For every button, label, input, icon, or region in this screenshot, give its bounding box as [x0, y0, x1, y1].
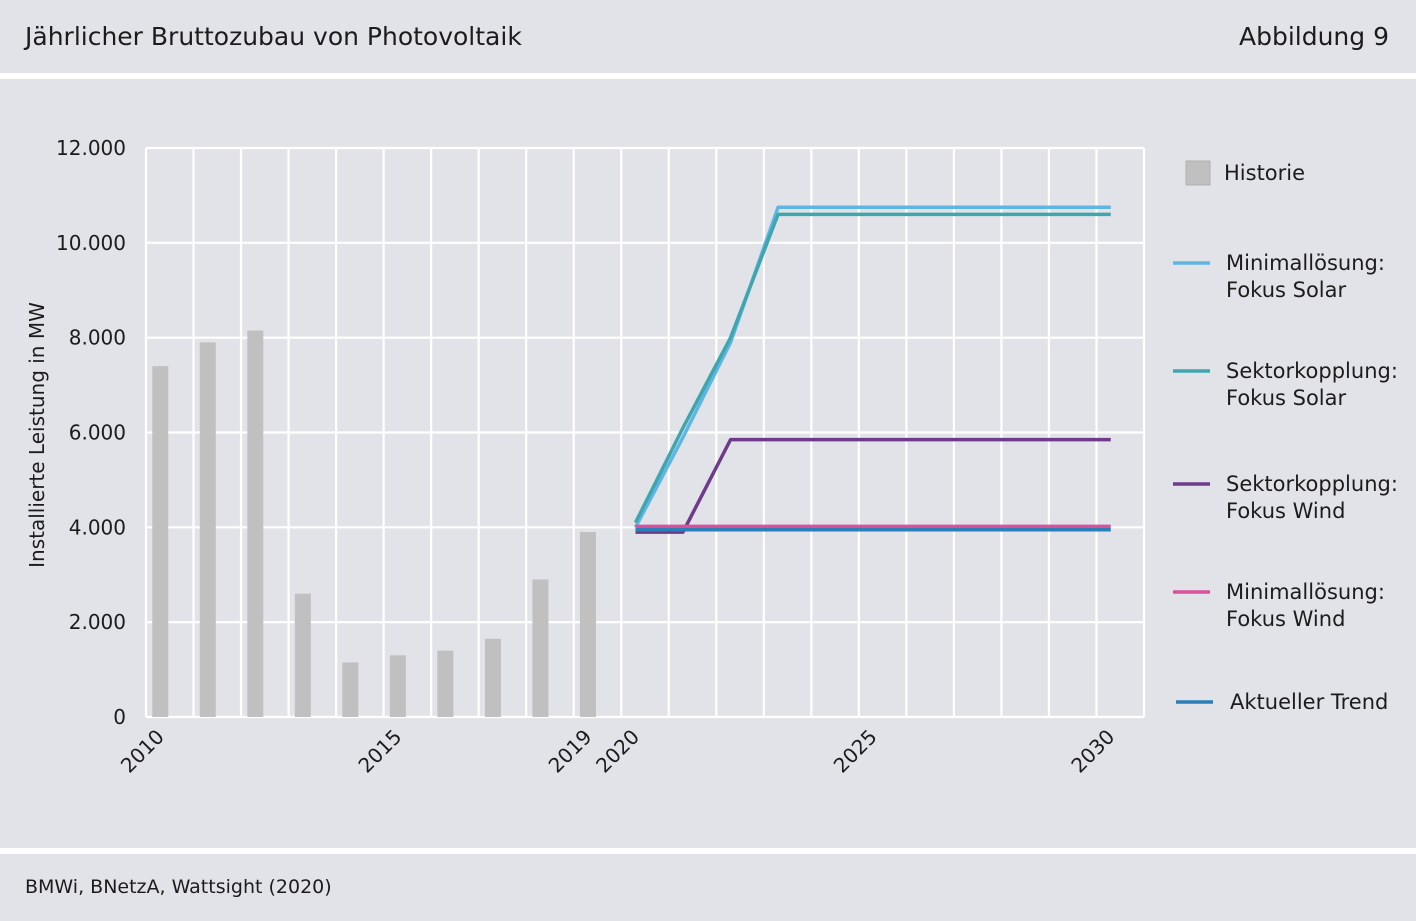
legend: Historie Minimallösung: Fokus Solar Sektork… — [1173, 160, 1398, 714]
series-line-1 — [633, 212, 1111, 524]
y-tick-label: 6.000 — [69, 421, 126, 445]
y-tick-label: 12.000 — [56, 136, 126, 160]
bar-historie-2010 — [152, 366, 169, 717]
historie-bars — [152, 330, 596, 717]
legend-label-1-1: Fokus Solar — [1226, 386, 1347, 410]
legend-label-3-1: Fokus Wind — [1226, 607, 1345, 631]
bar-historie-2015 — [389, 655, 406, 717]
bar-historie-2019 — [579, 532, 596, 717]
bar-historie-2013 — [294, 593, 311, 717]
bar-historie-2012 — [247, 330, 264, 717]
legend-label-3-0: Minimallösung: — [1226, 580, 1385, 604]
legend-label-0-0: Minimallösung: — [1226, 251, 1385, 275]
bar-historie-2018 — [532, 579, 549, 717]
legend-label-2-0: Sektorkopplung: — [1226, 472, 1398, 496]
x-tick-label: 2025 — [829, 725, 882, 778]
y-axis-label: Installierte Leistung in MW — [25, 302, 49, 568]
figure-number: Abbildung 9 — [1238, 22, 1389, 51]
series-line-0 — [633, 205, 1111, 529]
y-tick-label: 0 — [113, 705, 126, 729]
grid — [144, 146, 1146, 719]
chart-title: Jährlicher Bruttozubau von Photovoltaik — [25, 22, 522, 51]
series-line-2 — [635, 437, 1111, 534]
bar-historie-2017 — [484, 638, 501, 717]
legend-swatch-historie — [1185, 160, 1211, 186]
legend-label-4-0: Aktueller Trend — [1230, 690, 1388, 714]
legend-label-1-0: Sektorkopplung: — [1226, 359, 1398, 383]
y-axis-ticks: 0 2.000 4.000 6.000 8.000 10.000 12.000 — [56, 136, 126, 729]
x-tick-label: 2019 — [544, 725, 597, 778]
x-tick-label: 2010 — [116, 725, 169, 778]
bar-historie-2016 — [437, 650, 454, 717]
header-band — [0, 0, 1416, 73]
source-note: BMWi, BNetzA, Wattsight (2020) — [25, 876, 332, 898]
y-tick-label: 2.000 — [69, 610, 126, 634]
x-tick-label: 2020 — [591, 725, 644, 778]
y-tick-label: 8.000 — [69, 326, 126, 350]
x-tick-label: 2015 — [353, 725, 406, 778]
y-tick-label: 4.000 — [69, 515, 126, 539]
plot-area-band — [0, 79, 1416, 848]
legend-label-historie: Historie — [1224, 161, 1305, 185]
bar-historie-2014 — [342, 662, 359, 717]
bar-historie-2011 — [199, 342, 216, 717]
footer-band — [0, 854, 1416, 921]
y-tick-label: 10.000 — [56, 231, 126, 255]
legend-label-2-1: Fokus Wind — [1226, 499, 1345, 523]
legend-label-0-1: Fokus Solar — [1226, 278, 1347, 302]
scenario-lines — [633, 205, 1111, 534]
x-tick-label: 2030 — [1066, 725, 1119, 778]
